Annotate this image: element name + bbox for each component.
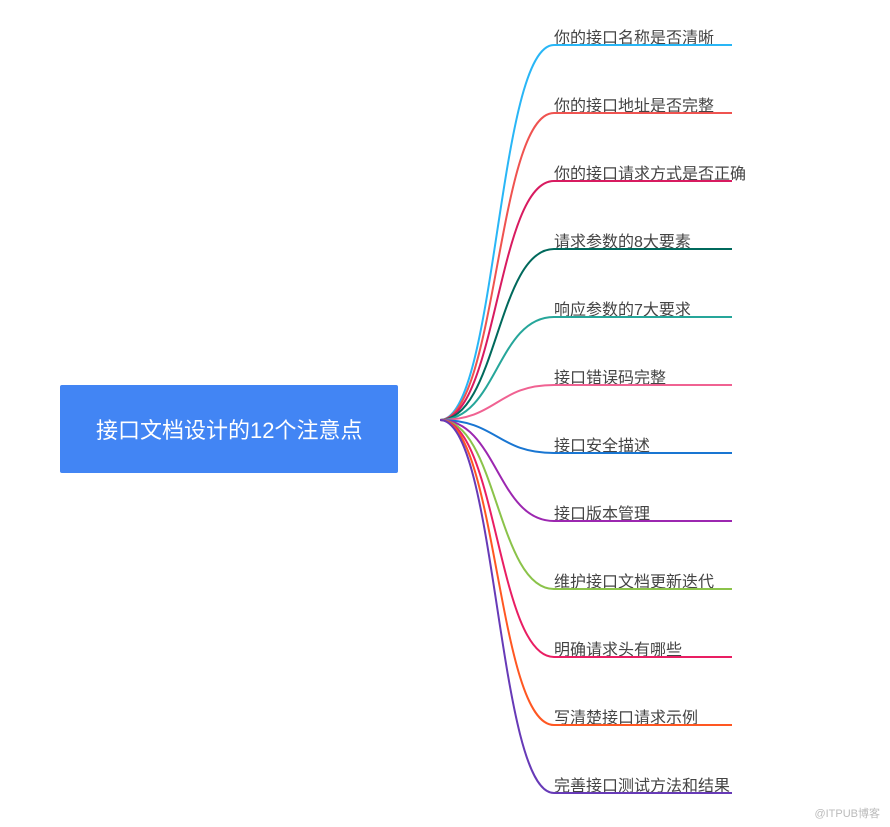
mindmap-connector bbox=[440, 249, 554, 420]
mindmap-child-underline bbox=[554, 112, 732, 114]
mindmap-connector bbox=[440, 420, 554, 725]
mindmap-child-underline bbox=[554, 316, 732, 318]
mindmap-connector bbox=[440, 45, 554, 420]
mindmap-child-underline bbox=[554, 656, 732, 658]
mindmap-child-underline bbox=[554, 44, 732, 46]
watermark-text: @ITPUB博客 bbox=[814, 805, 880, 821]
mindmap-connector bbox=[440, 317, 554, 420]
mindmap-child-underline bbox=[554, 180, 732, 182]
mindmap-child-underline bbox=[554, 588, 732, 590]
mindmap-connector bbox=[440, 420, 554, 589]
mindmap-connector bbox=[440, 113, 554, 420]
mindmap-child-underline bbox=[554, 724, 732, 726]
mindmap-child-underline bbox=[554, 792, 732, 794]
mindmap-connector bbox=[440, 420, 554, 657]
mindmap-connector bbox=[440, 420, 554, 521]
mindmap-child-underline bbox=[554, 520, 732, 522]
mindmap-child-underline bbox=[554, 452, 732, 454]
mindmap-child-underline bbox=[554, 384, 732, 386]
mindmap-connector bbox=[440, 420, 554, 793]
mindmap-connector bbox=[440, 181, 554, 420]
mindmap-connector bbox=[440, 420, 554, 453]
mindmap-connector bbox=[440, 385, 554, 420]
mindmap-child-underline bbox=[554, 248, 732, 250]
mindmap-root-node: 接口文档设计的12个注意点 bbox=[60, 385, 398, 473]
